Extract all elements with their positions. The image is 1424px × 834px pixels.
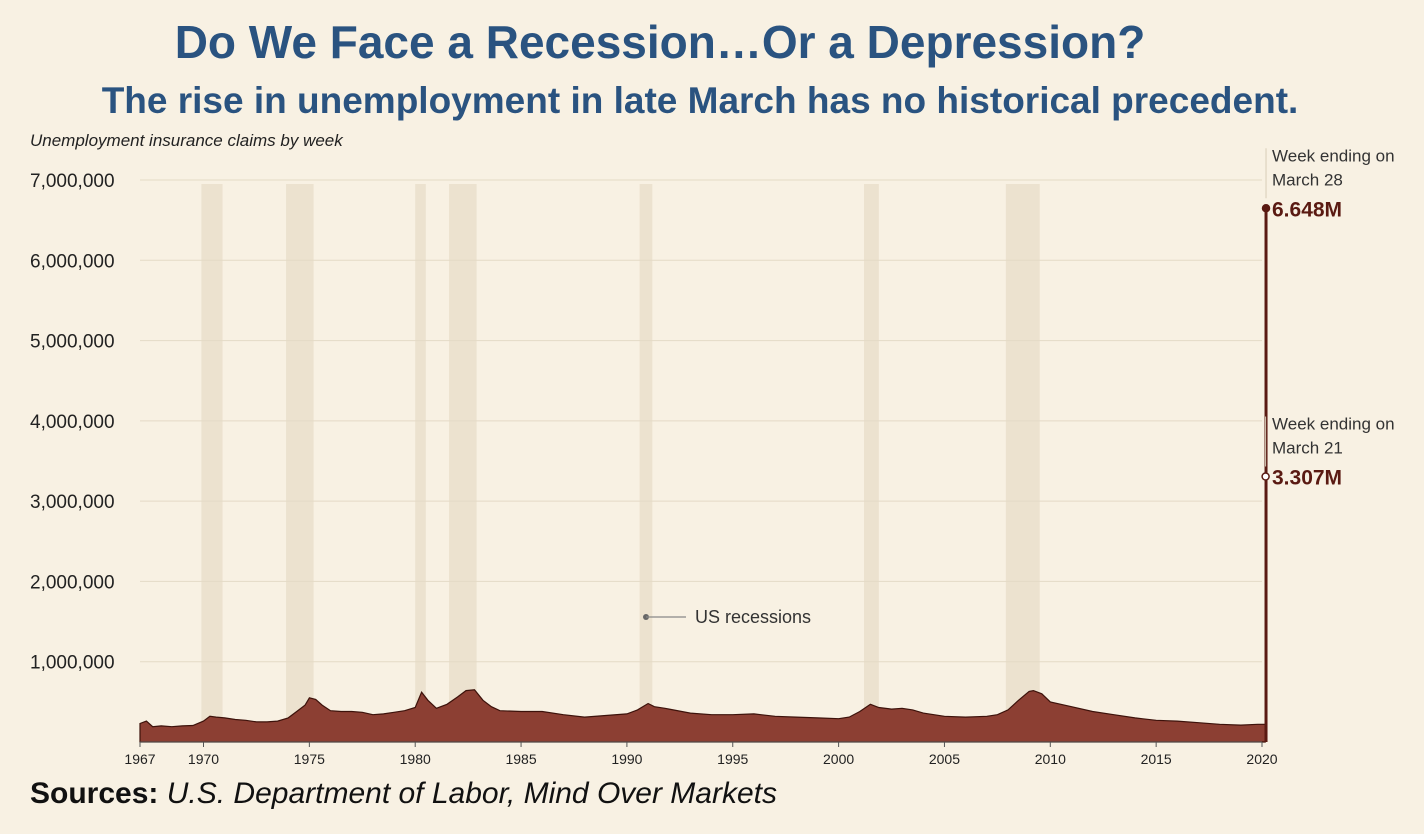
- x-tick-label: 1990: [611, 751, 642, 767]
- annotation-marker-0: [1261, 204, 1271, 213]
- y-axis: 1,000,000 2,000,000 3,000,000 4,000,000 5,00…: [30, 171, 115, 674]
- x-tick-label: 1970: [188, 751, 219, 767]
- x-tick-label: 2015: [1141, 751, 1172, 767]
- recession-band-2: [415, 184, 426, 742]
- source-text: U.S. Department of Labor, Mind Over Mark…: [166, 777, 777, 810]
- x-tick-label: 2020: [1246, 751, 1277, 767]
- annotation-line2: March 28: [1272, 170, 1343, 189]
- x-tick-label: 2000: [823, 751, 854, 767]
- annotation-value: 6.648M: [1272, 198, 1342, 221]
- source-line: Sources: U.S. Department of Labor, Mind …: [30, 774, 777, 814]
- recession-bands: [201, 184, 1040, 742]
- y-axis-label: Unemployment insurance claims by week: [30, 131, 344, 150]
- annotation-marker-1: [1261, 472, 1270, 481]
- annotation-line1: Week ending on: [1272, 146, 1395, 165]
- chart-title: Do We Face a Recession…Or a Depression?: [174, 16, 1146, 68]
- x-tick-label: 2010: [1035, 751, 1066, 767]
- claims-area-path: [139, 689, 1266, 743]
- recession-legend: US recessions: [643, 607, 811, 627]
- recession-band-3: [449, 184, 477, 742]
- x-axis: 1967 1970 1975 1980 1985 1990 1995 2000 2005 2010…: [124, 741, 1278, 767]
- y-tick-label: 2,000,000: [30, 572, 115, 593]
- annotations: Week ending on March 28 6.648M Week ending …: [1261, 146, 1395, 489]
- y-tick-label: 6,000,000: [30, 251, 115, 272]
- annotation-line2: March 21: [1272, 438, 1343, 457]
- recession-band-1: [286, 184, 314, 742]
- source-label: Sources:: [30, 777, 159, 810]
- y-tick-label: 3,000,000: [30, 492, 115, 513]
- x-tick-label: 2005: [929, 751, 960, 767]
- x-tick-label: 1985: [505, 751, 536, 767]
- annotation-value: 3.307M: [1272, 466, 1342, 489]
- x-tick-label: 1967: [124, 751, 155, 767]
- gridlines: [140, 179, 1262, 663]
- legend-label: US recessions: [695, 607, 811, 627]
- y-tick-label: 1,000,000: [30, 653, 115, 674]
- y-tick-label: 7,000,000: [30, 171, 115, 192]
- x-tick-label: 1975: [294, 751, 325, 767]
- recession-band-4: [639, 184, 653, 742]
- y-tick-label: 4,000,000: [30, 412, 115, 433]
- x-tick-label: 1980: [400, 751, 431, 767]
- y-tick-label: 5,000,000: [30, 332, 115, 353]
- recession-band-0: [201, 184, 223, 742]
- recession-band-5: [864, 184, 879, 742]
- chart-subtitle: The rise in unemployment in late March h…: [101, 80, 1299, 121]
- x-tick-label: 1995: [717, 751, 748, 767]
- recession-band-6: [1005, 184, 1040, 742]
- annotation-line1: Week ending on: [1272, 414, 1395, 433]
